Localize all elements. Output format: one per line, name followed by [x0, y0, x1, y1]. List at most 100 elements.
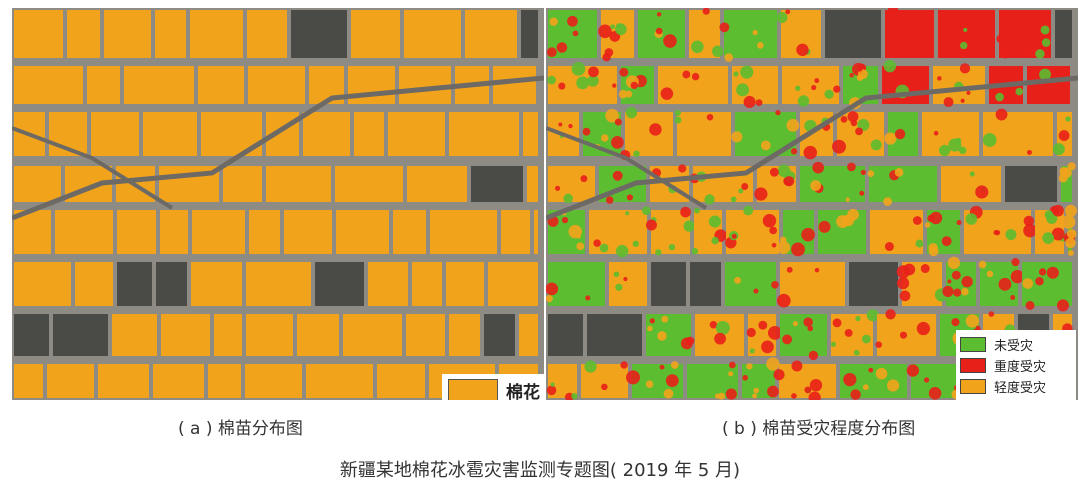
damage-field [983, 112, 1053, 156]
cotton-field [55, 210, 113, 254]
damage-speckle [844, 329, 853, 337]
damage-speckle [612, 170, 623, 181]
damage-speckle [875, 367, 888, 380]
cotton-field [248, 66, 305, 104]
damage-speckle [568, 123, 573, 129]
damage-speckle [620, 361, 628, 369]
legend-swatch-severe [960, 358, 986, 373]
damage-speckle [884, 242, 894, 252]
damage-speckle [812, 161, 825, 174]
damage-speckle [859, 190, 865, 196]
damage-speckle [776, 11, 788, 23]
damage-speckle [1033, 91, 1039, 97]
damage-speckle [691, 247, 699, 255]
damage-speckle [554, 185, 561, 191]
damage-speckle [558, 82, 566, 90]
damage-speckle [753, 387, 760, 394]
damage-speckle [894, 128, 906, 140]
damage-speckle [743, 205, 754, 216]
damage-speckle [702, 8, 710, 15]
damage-speckle [786, 118, 800, 132]
damage-speckle [908, 67, 914, 73]
damage-speckle [576, 242, 585, 251]
damage-speckle [615, 283, 623, 291]
cotton-field [223, 166, 262, 202]
damage-speckle [951, 318, 960, 327]
damage-speckle [953, 288, 962, 297]
damage-speckle [730, 196, 737, 203]
cotton-field [191, 262, 242, 306]
damage-speckle [615, 244, 629, 258]
damage-speckle [709, 321, 718, 329]
damage-speckle [623, 277, 628, 282]
damage-speckle [890, 18, 903, 31]
cotton-field [112, 314, 157, 356]
damage-speckle [814, 78, 820, 84]
bare-plot [651, 262, 686, 306]
damage-speckle [691, 72, 700, 81]
damage-map-graphic [546, 8, 1078, 400]
damage-speckle [969, 171, 975, 177]
damage-speckle [1066, 229, 1077, 239]
cotton-field [155, 10, 186, 58]
damage-speckle [986, 270, 994, 278]
damage-speckle [708, 215, 721, 228]
damage-speckle [875, 341, 882, 348]
damage-speckle [938, 144, 951, 157]
damage-speckle [1025, 301, 1035, 310]
damage-speckle [840, 115, 848, 123]
damage-speckle [1044, 96, 1050, 102]
cotton-field [404, 10, 461, 58]
damage-speckle [847, 162, 856, 172]
cotton-field [351, 10, 400, 58]
damage-speckle [870, 139, 882, 151]
damage-speckle [883, 59, 897, 73]
damage-speckle [604, 48, 614, 57]
damage-speckle [1011, 258, 1020, 267]
damage-speckle [612, 83, 617, 88]
damage-speckle [801, 227, 815, 242]
bare-plot [849, 262, 898, 306]
damage-speckle [1046, 266, 1059, 279]
damage-speckle [963, 27, 968, 32]
legend-label-cotton: 棉花 [506, 382, 540, 401]
damage-speckle [1061, 167, 1072, 178]
damage-speckle [625, 106, 638, 119]
bare-plot [690, 262, 721, 306]
cotton-field [399, 66, 451, 104]
cotton-field [161, 314, 210, 356]
cotton-field [501, 210, 530, 254]
cotton-field [14, 10, 63, 58]
damage-speckle [663, 34, 677, 48]
damage-speckle [714, 393, 721, 399]
damage-speckle [849, 73, 854, 78]
damage-speckle [792, 320, 799, 327]
damage-speckle [546, 295, 553, 303]
damage-speckle [867, 170, 875, 178]
damage-speckle [947, 279, 952, 284]
damage-speckle [678, 164, 687, 173]
damage-speckle [975, 185, 989, 199]
damage-speckle [746, 327, 756, 338]
road [546, 75, 1078, 221]
damage-speckle [804, 386, 812, 394]
damage-speckle [615, 23, 627, 36]
bare-plot [521, 10, 538, 58]
damage-speckle [1010, 269, 1025, 284]
damage-speckle [725, 388, 737, 400]
damage-speckle [754, 187, 768, 201]
damage-speckle [786, 266, 793, 273]
bare-plot [1055, 10, 1072, 58]
damage-speckle [915, 239, 924, 248]
bare-plot [315, 262, 364, 306]
cotton-field [190, 10, 243, 58]
cotton-field [143, 112, 197, 156]
damage-speckle [657, 331, 667, 341]
damage-speckle [605, 196, 614, 204]
damage-speckle [625, 211, 630, 216]
damage-speckle [561, 216, 569, 224]
damage-speckle [995, 108, 1008, 121]
damage-speckle [959, 63, 971, 74]
damage-speckle [948, 138, 962, 152]
damage-speckle [728, 371, 734, 377]
